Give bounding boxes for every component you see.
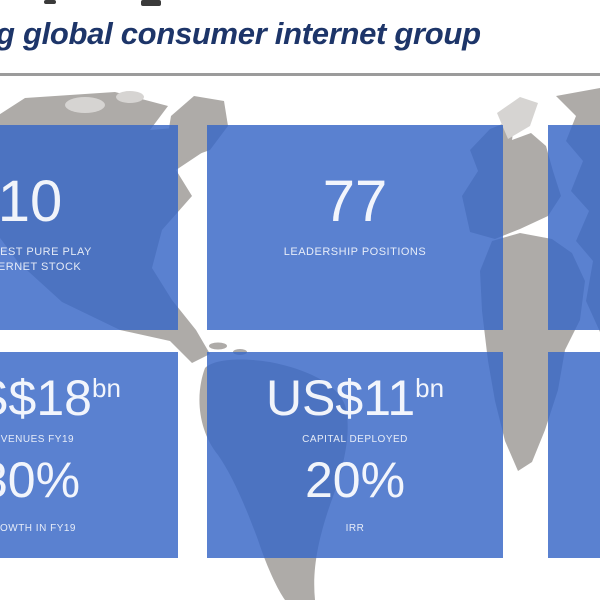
stat-value-revenues: US$18bn bbox=[0, 372, 121, 425]
header-divider bbox=[0, 73, 600, 76]
stat-value-top10: 10 bbox=[0, 169, 63, 234]
growth-percent-sign: % bbox=[35, 451, 81, 508]
stat-caption-capital: CAPITAL DEPLOYED bbox=[302, 433, 408, 445]
stat-caption-irr: IRR bbox=[345, 523, 365, 534]
stat-value-irr: 20% bbox=[304, 451, 406, 508]
stat-caption-internet-stock: LARGEST PURE PLAY INTERNET STOCK bbox=[0, 245, 92, 275]
capital-amount: US$11 bbox=[265, 370, 416, 426]
caption-line-1: LARGEST PURE PLAY bbox=[0, 246, 92, 258]
islands-arctic bbox=[116, 91, 144, 103]
stat-value-capital: US$11bn bbox=[266, 372, 444, 425]
growth-amount: 30 bbox=[0, 451, 36, 508]
islands-arctic bbox=[65, 97, 105, 113]
stat-value-leadership: 77 bbox=[322, 169, 388, 234]
irr-amount: 20 bbox=[304, 451, 361, 508]
tile-top10-internet-stock: 10 LARGEST PURE PLAY INTERNET STOCK bbox=[0, 125, 178, 330]
islands-caribbean bbox=[209, 342, 227, 350]
revenues-amount: US$18 bbox=[0, 370, 92, 426]
stat-value-growth: 30% bbox=[0, 451, 81, 508]
stat-caption-growth: GROWTH IN FY19 bbox=[0, 523, 76, 534]
stat-caption-revenues: REVENUES FY19 bbox=[0, 433, 75, 445]
tile-capital-irr: US$11bn CAPITAL DEPLOYED 20% IRR bbox=[207, 352, 503, 558]
tile-top-right-cropped bbox=[548, 125, 600, 330]
cropped-text-remnant bbox=[141, 0, 161, 6]
tile-revenues-growth: US$18bn REVENUES FY19 30% GROWTH IN FY19 bbox=[0, 352, 178, 558]
revenues-unit: bn bbox=[91, 373, 121, 403]
irr-percent-sign: % bbox=[360, 451, 406, 508]
slide-title: g global consumer internet group bbox=[0, 16, 481, 51]
tile-leadership-positions: 77 LEADERSHIP POSITIONS bbox=[207, 125, 503, 330]
capital-unit: bn bbox=[415, 373, 445, 403]
caption-line-2: INTERNET STOCK bbox=[0, 261, 82, 273]
region-scandinavia bbox=[497, 97, 538, 139]
tile-bottom-right-cropped bbox=[548, 352, 600, 558]
cropped-text-remnant bbox=[44, 0, 56, 4]
stat-caption-leadership: LEADERSHIP POSITIONS bbox=[283, 246, 427, 258]
